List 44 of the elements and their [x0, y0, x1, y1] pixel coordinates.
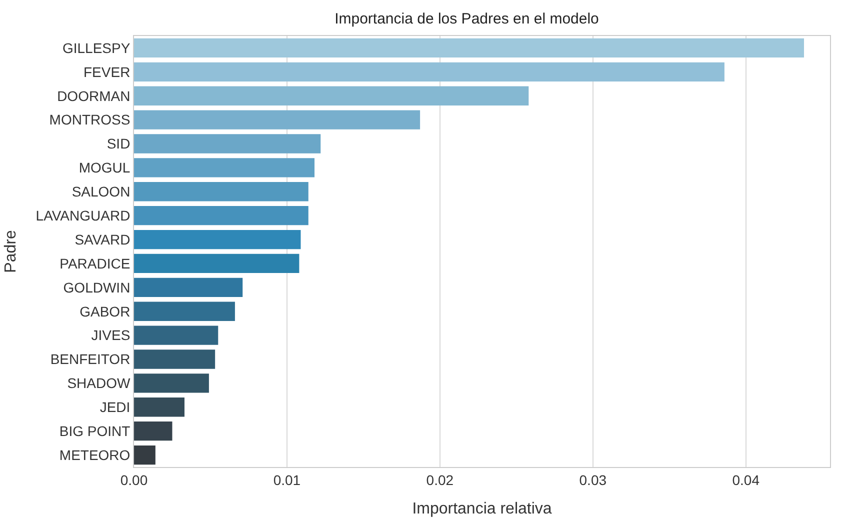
y-tick-label: FEVER — [84, 64, 130, 80]
y-tick-label: METEORO — [59, 446, 130, 463]
bar — [134, 445, 156, 465]
bar — [134, 398, 184, 417]
y-tick-label: GABOR — [80, 303, 130, 320]
y-tick-label: MONTROSS — [49, 112, 130, 128]
bar — [134, 206, 308, 226]
y-tick-label: BENFEITOR — [50, 351, 130, 368]
bar — [134, 302, 235, 321]
bar — [134, 62, 724, 82]
x-tick-label: 0.02 — [426, 472, 454, 488]
x-tick-label: 0.01 — [273, 472, 301, 488]
bar — [134, 326, 218, 345]
bar — [134, 134, 321, 154]
y-tick-label: DOORMAN — [57, 88, 130, 104]
y-tick-label: GOLDWIN — [63, 279, 130, 296]
y-tick-label: SALOON — [72, 184, 130, 200]
bar — [134, 230, 301, 250]
y-tick-label: JIVES — [91, 327, 130, 344]
x-tick-label: 0.00 — [120, 472, 148, 488]
bar — [134, 278, 243, 297]
bar — [134, 158, 314, 178]
bar — [134, 350, 216, 369]
y-tick-label: SAVARD — [74, 231, 130, 248]
y-tick-label: GILLESPY — [62, 40, 131, 56]
chart-title: Importancia de los Padres en el modelo — [334, 10, 599, 28]
bar — [134, 86, 529, 106]
y-tick-label: MOGUL — [78, 160, 130, 176]
x-tick-label: 0.03 — [579, 472, 607, 488]
bar — [134, 254, 300, 274]
bar — [134, 110, 420, 130]
x-tick-label: 0.04 — [732, 472, 760, 488]
y-tick-label: LAVANGUARD — [36, 207, 130, 224]
y-tick-label: SID — [106, 136, 130, 152]
bar — [134, 374, 209, 393]
bar — [134, 422, 172, 441]
y-tick-label: JEDI — [100, 399, 130, 416]
y-tick-label: PARADICE — [60, 255, 130, 272]
y-tick-label: SHADOW — [67, 375, 131, 392]
y-tick-label: BIG POINT — [59, 422, 131, 439]
x-axis-title: Importancia relativa — [412, 500, 552, 518]
y-axis-title: Padre — [2, 230, 20, 273]
bar — [134, 38, 804, 58]
bar — [134, 182, 308, 202]
